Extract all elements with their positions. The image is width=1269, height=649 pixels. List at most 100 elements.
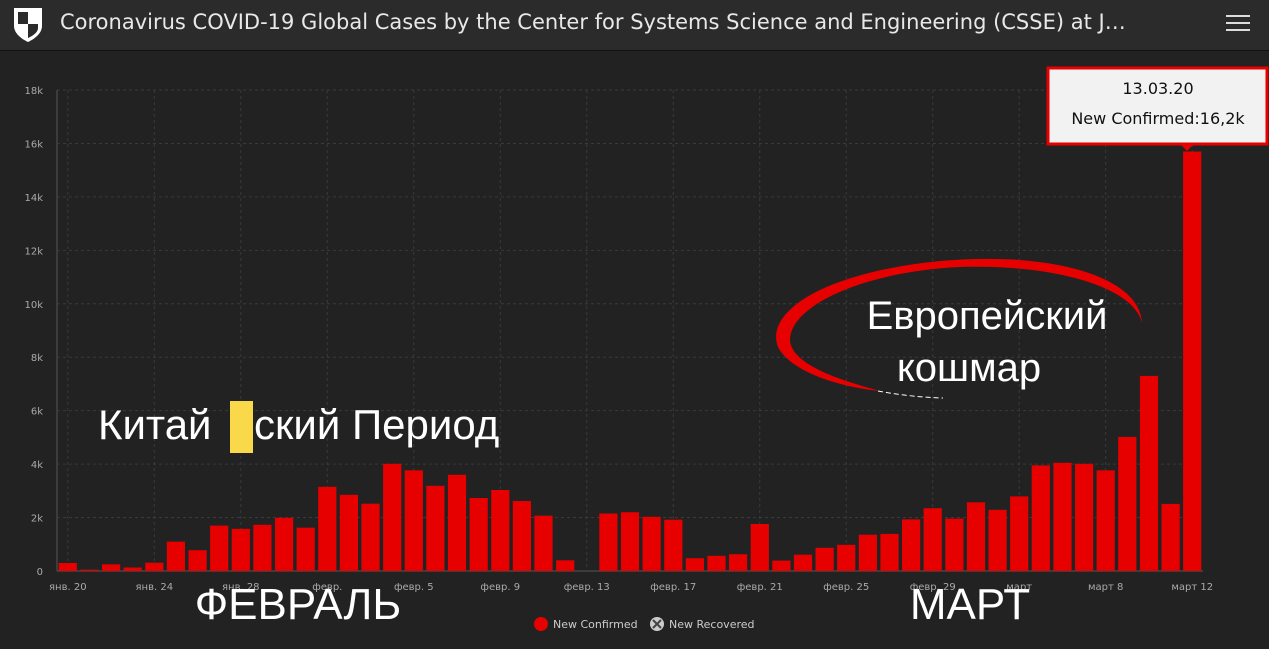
bar[interactable]	[966, 502, 986, 571]
bar[interactable]	[383, 463, 402, 571]
bar[interactable]	[707, 555, 726, 571]
bar[interactable]	[231, 528, 250, 571]
x-tick-label: март	[1006, 582, 1032, 593]
bar[interactable]	[275, 517, 294, 571]
march-label: МАРТ	[910, 580, 1030, 629]
china-annotation: Китай ский Период	[98, 401, 499, 453]
europe-label-line1: Европейский	[867, 294, 1108, 338]
tooltip-pointer	[1180, 144, 1194, 151]
y-tick-label: 0	[37, 567, 43, 578]
bar[interactable]	[858, 534, 877, 571]
bar[interactable]	[1053, 462, 1072, 571]
bar[interactable]	[404, 470, 423, 571]
china-label-part1: Китай	[98, 401, 212, 448]
bar[interactable]	[837, 544, 856, 571]
europe-label-line2: кошмар	[897, 346, 1041, 390]
bar[interactable]	[729, 554, 748, 571]
bar[interactable]	[426, 485, 445, 571]
x-tick-label: февр. 25	[823, 582, 869, 593]
bar[interactable]	[339, 494, 358, 571]
x-tick-label: янв. 20	[49, 582, 87, 593]
x-tick-label: март 8	[1088, 582, 1123, 593]
bar[interactable]	[750, 524, 769, 571]
legend: New Confirmed New Recovered	[534, 617, 755, 631]
bar[interactable]	[512, 501, 531, 571]
x-tick-label: янв. 24	[136, 582, 174, 593]
y-tick-label: 4k	[31, 460, 43, 471]
bar[interactable]	[102, 564, 121, 571]
y-tick-label: 10k	[24, 300, 43, 311]
bar[interactable]	[945, 518, 964, 571]
hamburger-menu-icon[interactable]	[1222, 10, 1254, 40]
bar[interactable]	[296, 527, 315, 571]
y-tick-label: 16k	[24, 139, 43, 150]
x-tick-label: февр.	[312, 582, 342, 593]
bar[interactable]	[1010, 496, 1029, 571]
bar[interactable]	[664, 519, 683, 571]
highlight-marker	[230, 401, 253, 453]
bar[interactable]	[642, 516, 661, 571]
tooltip: 13.03.20 New Confirmed:16,2k	[1046, 66, 1269, 151]
bar[interactable]	[1139, 375, 1159, 571]
europe-annotation: Европейский кошмар	[776, 258, 1142, 399]
y-tick-label: 12k	[24, 246, 43, 257]
bar[interactable]	[1075, 463, 1094, 571]
bar[interactable]	[685, 558, 704, 571]
ellipse-dashed-tail	[877, 390, 944, 399]
bar[interactable]	[1096, 470, 1115, 571]
bar[interactable]	[902, 519, 921, 571]
x-tick-label: февр. 9	[480, 582, 520, 593]
y-tick-label: 2k	[31, 514, 43, 525]
bar[interactable]	[80, 569, 99, 571]
bar[interactable]	[534, 515, 553, 571]
x-tick-label: февр. 17	[650, 582, 696, 593]
bar[interactable]	[1118, 436, 1137, 571]
bar[interactable]	[556, 560, 575, 571]
bar[interactable]	[145, 562, 164, 571]
x-tick-label: февр. 21	[737, 582, 783, 593]
y-tick-label: 8k	[31, 353, 43, 364]
bar[interactable]	[1183, 151, 1202, 572]
y-tick-label: 6k	[31, 407, 43, 418]
bar[interactable]	[318, 486, 337, 571]
tooltip-box	[1046, 66, 1269, 146]
bar[interactable]	[491, 490, 510, 571]
x-tick-label: февр. 5	[394, 582, 434, 593]
tooltip-value: New Confirmed:16,2k	[1071, 109, 1245, 128]
bar[interactable]	[447, 474, 467, 571]
bar[interactable]	[923, 508, 942, 571]
bar[interactable]	[253, 524, 272, 571]
x-tick-label: февр. 29	[910, 582, 956, 593]
bar[interactable]	[469, 498, 488, 571]
legend-item-new-confirmed[interactable]: New Confirmed	[534, 617, 638, 631]
y-tick-label: 14k	[24, 193, 43, 204]
bar[interactable]	[166, 541, 185, 571]
bar[interactable]	[772, 560, 791, 571]
university-shield-icon	[14, 8, 42, 42]
china-label-part2: ский Период	[254, 401, 499, 448]
dashboard-title: Coronavirus COVID-19 Global Cases by the…	[60, 10, 1126, 34]
bar[interactable]	[1161, 503, 1180, 571]
bar[interactable]	[988, 509, 1007, 571]
legend-swatch-new-confirmed	[534, 617, 548, 631]
bar[interactable]	[188, 550, 207, 571]
bar[interactable]	[815, 547, 834, 571]
bar[interactable]	[361, 503, 380, 571]
y-tick-label: 18k	[24, 86, 43, 97]
bar[interactable]	[58, 563, 77, 571]
bar[interactable]	[210, 525, 229, 571]
x-tick-label: февр. 13	[564, 582, 610, 593]
x-tick-label: март 12	[1171, 582, 1213, 593]
close-icon	[652, 619, 662, 629]
february-label: ФЕВРАЛЬ	[195, 580, 402, 629]
legend-item-new-recovered[interactable]: New Recovered	[650, 617, 755, 631]
bar[interactable]	[1031, 465, 1050, 571]
bar[interactable]	[599, 513, 618, 572]
x-axis: янв. 20 янв. 24 янв. 28 февр. февр. 5 февр. 9…	[49, 582, 1213, 593]
bar[interactable]	[793, 554, 813, 571]
bar[interactable]	[880, 533, 899, 571]
bar[interactable]	[620, 512, 640, 571]
tooltip-date: 13.03.20	[1122, 79, 1193, 98]
bar[interactable]	[123, 567, 142, 572]
